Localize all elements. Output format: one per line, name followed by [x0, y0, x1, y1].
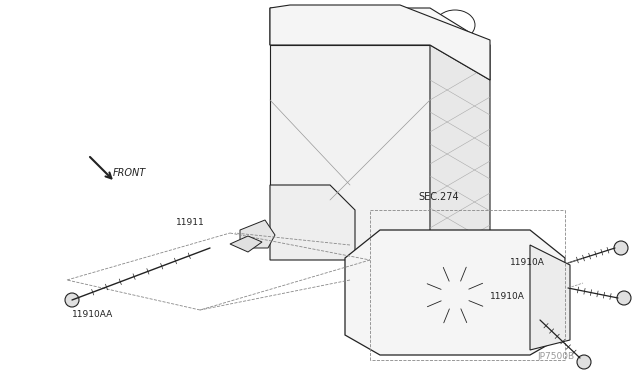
Circle shape: [290, 165, 300, 175]
Circle shape: [450, 290, 460, 300]
Polygon shape: [530, 245, 570, 350]
Polygon shape: [270, 185, 355, 260]
Polygon shape: [230, 236, 262, 252]
Text: FRONT: FRONT: [113, 168, 147, 178]
Polygon shape: [240, 220, 275, 248]
Text: SEC.274: SEC.274: [418, 192, 459, 202]
Text: 11911: 11911: [176, 218, 205, 227]
Circle shape: [245, 231, 261, 247]
Circle shape: [245, 232, 255, 242]
Circle shape: [65, 293, 79, 307]
Circle shape: [304, 49, 316, 61]
Circle shape: [380, 165, 390, 175]
Text: 11910A: 11910A: [490, 292, 525, 301]
Circle shape: [577, 355, 591, 369]
Circle shape: [295, 220, 305, 230]
Polygon shape: [270, 8, 490, 80]
Polygon shape: [345, 230, 565, 355]
Polygon shape: [270, 5, 490, 80]
Circle shape: [617, 291, 631, 305]
Text: JP7500B: JP7500B: [537, 352, 574, 361]
Polygon shape: [430, 45, 490, 280]
Text: 11910A: 11910A: [510, 258, 545, 267]
Circle shape: [249, 235, 257, 243]
Polygon shape: [270, 45, 430, 250]
Circle shape: [359, 49, 371, 61]
Text: 11910AA: 11910AA: [72, 310, 113, 319]
Circle shape: [614, 241, 628, 255]
Circle shape: [241, 228, 259, 246]
